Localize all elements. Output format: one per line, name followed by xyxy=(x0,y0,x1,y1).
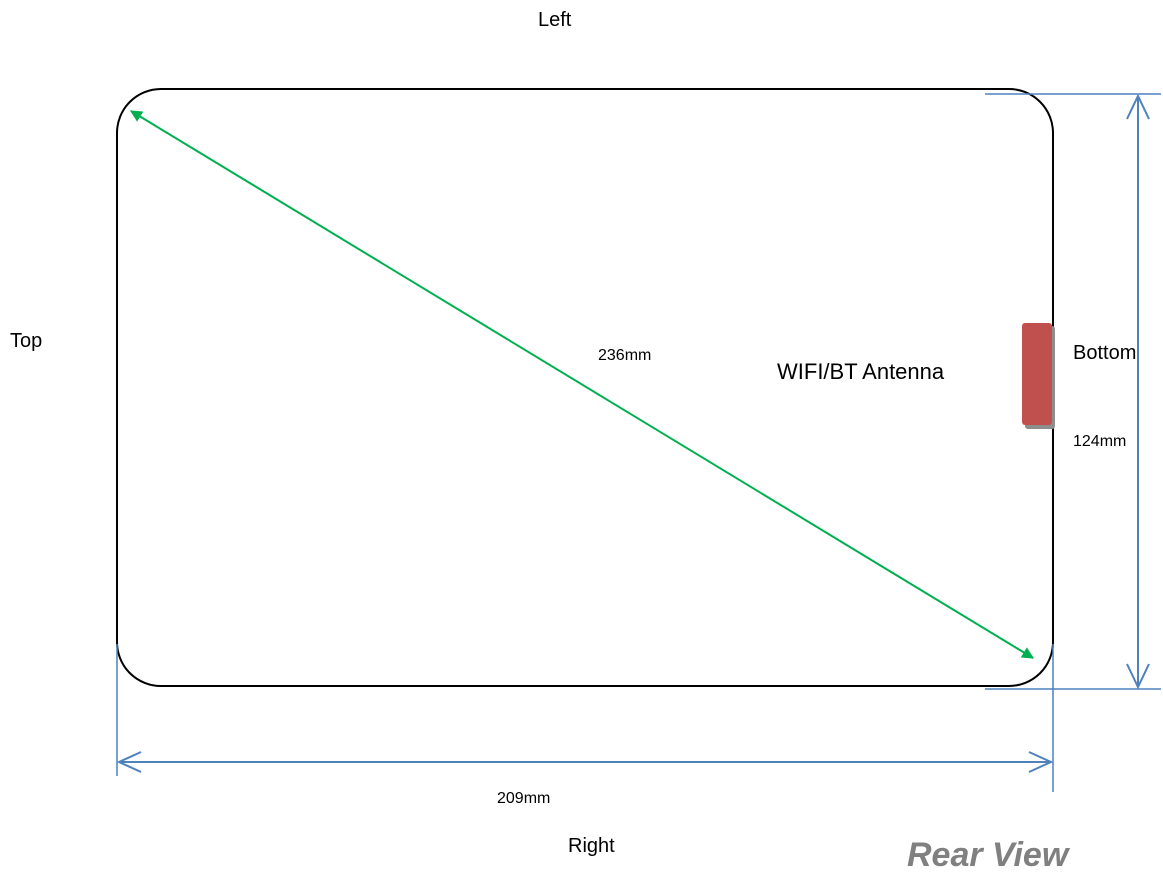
diagonal-arrow xyxy=(129,110,1035,659)
width-arrowhead-right xyxy=(1028,751,1054,773)
antenna-block xyxy=(1022,323,1052,425)
device-outline xyxy=(116,88,1054,687)
diagonal-dimension-label: 236mm xyxy=(598,347,652,364)
height-arrowhead-top xyxy=(1126,93,1150,120)
height-dimension-label: 124mm xyxy=(1073,433,1127,450)
side-label-bottom: Bottom xyxy=(1073,342,1137,364)
side-label-top: Top xyxy=(10,330,43,352)
width-dimension-label: 209mm xyxy=(497,790,551,807)
side-label-right: Right xyxy=(568,835,615,857)
side-label-left: Left xyxy=(538,9,572,31)
antenna-label: WIFI/BT Antenna xyxy=(777,359,945,384)
rear-view-title: Rear View xyxy=(907,836,1069,874)
width-arrowhead-left xyxy=(116,751,142,773)
height-arrowhead-bottom xyxy=(1126,663,1150,690)
